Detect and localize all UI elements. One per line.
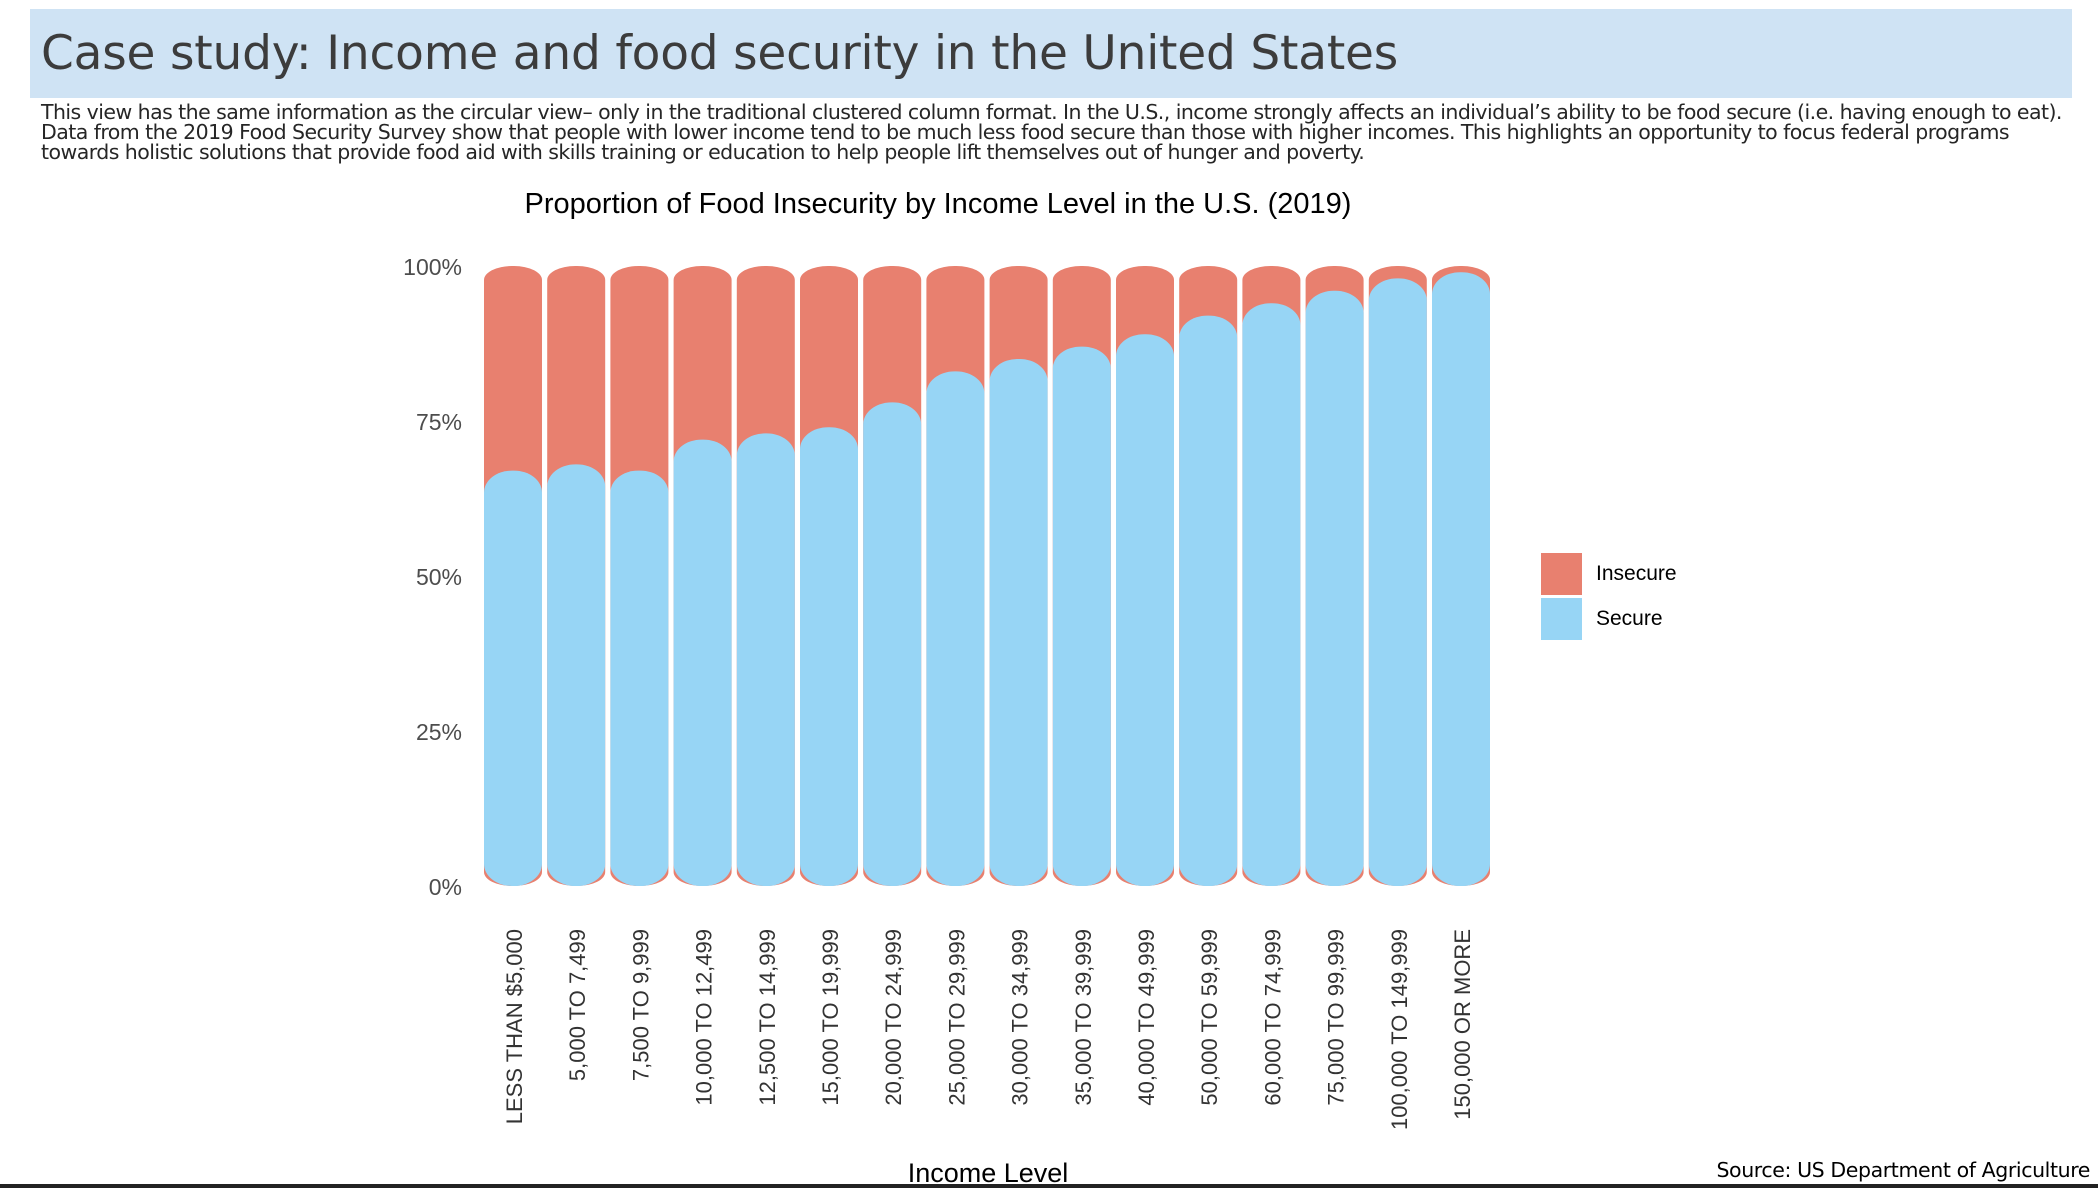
bar-group-50-000-to-59-999	[1179, 266, 1238, 887]
x-tick-label: 20,000 TO 24,999	[881, 929, 906, 1106]
bar-group-30-000-to-34-999	[989, 266, 1048, 886]
bar-secure	[1242, 303, 1301, 886]
legend-label-secure: Secure	[1596, 607, 1663, 630]
bar-group-60-000-to-74-999	[1242, 266, 1301, 886]
bar-secure	[736, 433, 795, 886]
bar-group-40-000-to-49-999	[1116, 266, 1174, 886]
bar-secure	[673, 439, 732, 886]
bar-secure	[1052, 346, 1111, 887]
bar-group-25-000-to-29-999	[926, 266, 985, 886]
bar-group-7-500-to-9-999	[610, 266, 669, 886]
bars	[484, 266, 1490, 887]
legend: Insecure Secure	[1541, 553, 1677, 640]
bar-secure	[484, 470, 542, 886]
y-tick-label: 50%	[416, 564, 462, 590]
bar-group-less-than-5-000	[484, 266, 542, 886]
bottom-rule	[0, 1184, 2098, 1188]
x-tick-label: 100,000 TO 149,999	[1387, 929, 1412, 1130]
y-tick-label: 0%	[429, 874, 462, 900]
y-tick-label: 25%	[416, 719, 462, 745]
x-tick-label: 5,000 TO 7,499	[565, 929, 590, 1081]
x-tick-label: 7,500 TO 9,999	[628, 929, 653, 1081]
bar-secure	[989, 359, 1048, 886]
description-text: This view has the same information as th…	[41, 100, 2062, 164]
page-title: Case study: Income and food security in …	[41, 26, 1399, 81]
x-tick-label: 10,000 TO 12,499	[692, 929, 717, 1106]
legend-label-insecure: Insecure	[1596, 562, 1677, 585]
bar-secure	[800, 427, 858, 886]
bar-group-20-000-to-24-999	[863, 266, 922, 886]
x-tick-label: 15,000 TO 19,999	[818, 929, 843, 1106]
bar-group-75-000-to-99-999	[1305, 266, 1364, 886]
bar-secure	[1432, 272, 1490, 886]
source-note: Source: US Department of Agriculture	[1716, 1158, 2090, 1182]
x-tick-label: 75,000 TO 99,999	[1324, 929, 1349, 1106]
bar-group-10-000-to-12-499	[673, 266, 732, 886]
bar-secure	[1368, 278, 1427, 886]
bar-secure	[1179, 315, 1238, 887]
bar-secure	[547, 464, 606, 886]
y-axis: 0% 25% 50% 75% 100%	[403, 254, 462, 900]
bar-group-100-000-to-149-999	[1368, 266, 1427, 886]
x-tick-label: 25,000 TO 29,999	[944, 929, 969, 1106]
x-tick-label: 30,000 TO 34,999	[1008, 929, 1033, 1106]
bar-group-150-000-or-more	[1432, 266, 1490, 886]
y-tick-label: 75%	[416, 409, 462, 435]
bar-group-5-000-to-7-499	[547, 266, 606, 886]
bar-group-15-000-to-19-999	[800, 266, 858, 886]
bar-secure	[1116, 334, 1174, 886]
bar-secure	[1305, 290, 1364, 886]
legend-swatch-insecure	[1541, 553, 1582, 595]
title-banner: Case study: Income and food security in …	[30, 9, 2072, 98]
x-tick-label: LESS THAN $5,000	[502, 929, 527, 1124]
x-tick-label: 50,000 TO 59,999	[1197, 929, 1222, 1106]
y-tick-label: 100%	[403, 254, 462, 280]
bar-secure	[610, 470, 669, 886]
x-axis-title: Income Level	[908, 1158, 1069, 1188]
bar-group-35-000-to-39-999	[1052, 266, 1111, 887]
x-tick-label: 60,000 TO 74,999	[1260, 929, 1285, 1106]
bar-secure	[926, 371, 985, 886]
bar-secure	[863, 402, 922, 886]
x-tick-label: 12,500 TO 14,999	[755, 929, 780, 1106]
x-tick-label: 40,000 TO 49,999	[1134, 929, 1159, 1106]
x-tick-label: 150,000 OR MORE	[1450, 929, 1475, 1120]
chart-title: Proportion of Food Insecurity by Income …	[525, 188, 1352, 220]
bar-group-12-500-to-14-999	[736, 266, 795, 886]
x-tick-label: 35,000 TO 39,999	[1071, 929, 1096, 1106]
legend-swatch-secure	[1541, 598, 1582, 640]
x-axis: LESS THAN $5,000 5,000 TO 7,499 7,500 TO 9…	[502, 929, 1475, 1130]
